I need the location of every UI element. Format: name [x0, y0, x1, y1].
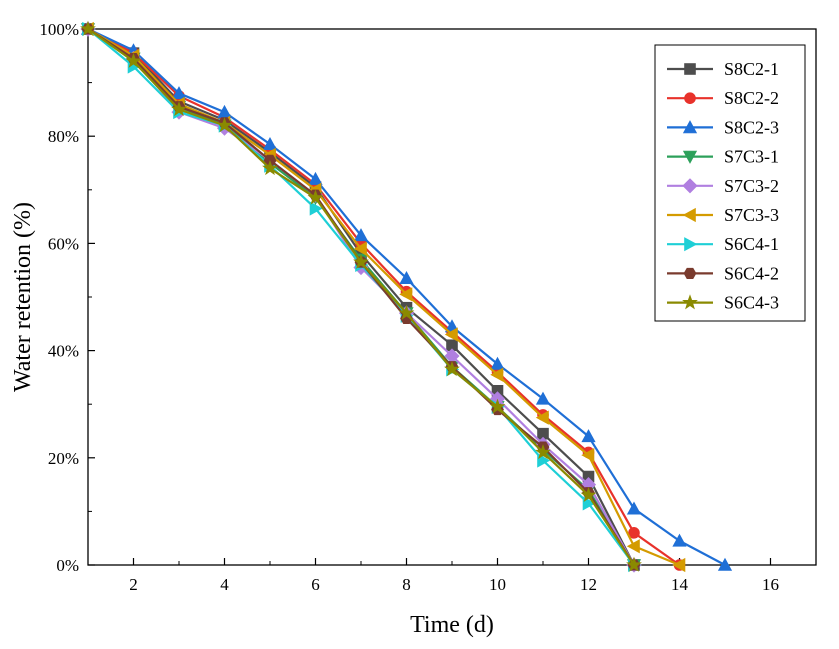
y-tick-label: 0% — [56, 556, 79, 575]
data-point — [309, 201, 323, 216]
legend-entry-S7C3-3: S7C3-3 — [667, 205, 779, 225]
series-line-S6C4-2 — [87, 28, 635, 566]
x-tick-label: 2 — [129, 575, 138, 594]
legend-entry-S6C4-1: S6C4-1 — [667, 234, 779, 254]
data-point — [581, 448, 595, 463]
legend-label: S6C4-3 — [724, 293, 779, 313]
x-tick-label: 10 — [489, 575, 506, 594]
data-point — [490, 356, 505, 370]
data-point — [717, 557, 733, 571]
legend-label: S7C3-3 — [724, 205, 779, 225]
legend-label: S8C2-1 — [724, 59, 779, 79]
legend-marker — [682, 294, 698, 310]
legend-marker — [683, 267, 697, 279]
data-point — [626, 539, 640, 554]
x-tick-label: 12 — [580, 575, 597, 594]
series-S7C3-2 — [80, 21, 642, 573]
legend-marker — [682, 207, 696, 223]
series-line-S8C2-2 — [87, 28, 681, 566]
series-line-S7C3-3 — [87, 28, 680, 567]
legend-marker — [684, 63, 696, 75]
series-S6C4-3 — [80, 20, 642, 572]
data-point — [535, 391, 551, 405]
data-point — [444, 361, 460, 377]
series-S7C3-1 — [80, 23, 642, 573]
data-point — [581, 429, 596, 443]
x-tick-label: 4 — [220, 575, 229, 594]
legend-entry-S7C3-2: S7C3-2 — [667, 176, 779, 196]
data-point — [490, 367, 504, 382]
data-point — [672, 533, 687, 547]
data-point — [580, 487, 597, 503]
legend-label: S6C4-1 — [724, 234, 779, 254]
legend-marker — [684, 92, 696, 104]
series-S6C4-1 — [82, 21, 642, 573]
data-point — [216, 117, 233, 133]
data-point — [399, 287, 413, 302]
legend-entry-S8C2-3: S8C2-3 — [667, 117, 779, 137]
x-tick-label: 8 — [402, 575, 411, 594]
legend-label: S6C4-2 — [724, 263, 779, 283]
data-point — [80, 20, 96, 36]
series-S8C2-1 — [82, 23, 640, 571]
y-tick-label: 60% — [48, 234, 79, 253]
legend: S8C2-1 S8C2-2 S8C2-3 S7C3-1 S7C3-2 S7C3-3 S6C4… — [654, 44, 806, 322]
legend-entry-S6C4-2: S6C4-2 — [667, 263, 779, 283]
legend-marker — [682, 178, 698, 194]
y-tick-label: 20% — [48, 449, 79, 468]
data-point — [489, 398, 506, 414]
series-line-S7C3-1 — [87, 28, 635, 566]
series-line-S8C2-1 — [87, 28, 635, 566]
x-tick-label: 6 — [311, 575, 320, 594]
legend-entry-S8C2-1: S8C2-1 — [667, 59, 779, 79]
x-tick-label: 16 — [762, 575, 779, 594]
data-point — [171, 101, 187, 117]
x-axis-title: Time (d) — [410, 612, 494, 638]
series-line-S6C4-3 — [87, 28, 635, 566]
data-point — [353, 228, 369, 242]
data-point — [171, 86, 187, 100]
series-S6C4-2 — [81, 23, 641, 571]
legend-marker — [682, 120, 698, 134]
y-tick-label: 100% — [39, 20, 79, 39]
y-tick-label: 40% — [48, 342, 79, 361]
data-point — [262, 137, 278, 151]
data-point — [626, 556, 642, 572]
series-line-S7C3-2 — [87, 28, 635, 566]
legend-label: S8C2-2 — [724, 88, 779, 108]
series-S8C2-3 — [80, 21, 733, 571]
data-point — [626, 501, 642, 515]
legend-entry-S7C3-1: S7C3-1 — [667, 147, 779, 167]
y-axis-title: Water retention (%) — [10, 202, 36, 392]
legend-box — [654, 44, 806, 322]
data-point — [217, 104, 232, 118]
legend-label: S7C3-1 — [724, 147, 779, 167]
series-layer — [80, 20, 733, 573]
data-point — [308, 171, 323, 185]
legend-marker — [682, 150, 698, 164]
legend-entry-S6C4-3: S6C4-3 — [667, 293, 779, 313]
data-point — [262, 160, 278, 176]
data-point — [535, 410, 549, 425]
legend-entry-S8C2-2: S8C2-2 — [667, 88, 779, 108]
data-point — [307, 189, 324, 205]
data-point — [398, 304, 415, 320]
series-line-S6C4-1 — [87, 28, 635, 566]
data-point — [672, 557, 686, 573]
legend-label: S7C3-2 — [724, 176, 779, 196]
data-point — [535, 444, 551, 460]
legend-marker — [684, 237, 698, 252]
data-point — [353, 253, 369, 269]
x-tick-label: 14 — [671, 575, 689, 594]
data-point — [399, 271, 414, 285]
data-point — [353, 241, 367, 256]
y-tick-label: 80% — [48, 127, 79, 146]
legend-label: S8C2-3 — [724, 117, 779, 137]
data-point — [125, 52, 142, 68]
data-point — [444, 327, 458, 342]
